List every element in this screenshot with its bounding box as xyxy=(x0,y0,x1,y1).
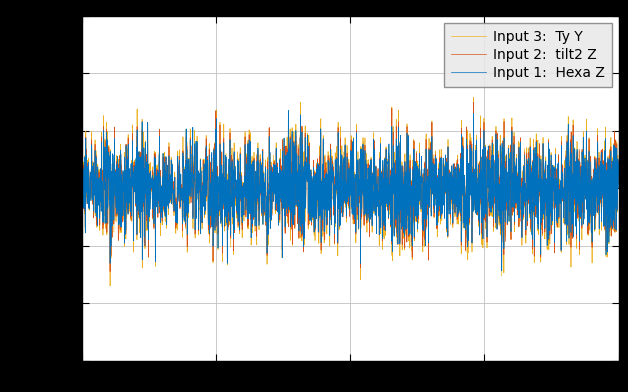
Line: Input 2:  tilt2 Z: Input 2: tilt2 Z xyxy=(82,102,619,272)
Input 1:  Hexa Z: (2.35e+03, -0.719): Hexa Z: (2.35e+03, -0.719) xyxy=(498,269,506,273)
Input 1:  Hexa Z: (2.62e+03, 0.0883): Hexa Z: (2.62e+03, 0.0883) xyxy=(546,176,554,180)
Input 2:  tilt2 Z: (521, 0.0952): tilt2 Z: (521, 0.0952) xyxy=(171,175,178,180)
Input 3:  Ty Y: (2.19e+03, 0.79): Ty Y: (2.19e+03, 0.79) xyxy=(470,95,477,100)
Input 2:  tilt2 Z: (2.62e+03, 0.162): tilt2 Z: (2.62e+03, 0.162) xyxy=(546,167,554,172)
Input 3:  Ty Y: (3e+03, 0.234): Ty Y: (3e+03, 0.234) xyxy=(615,159,622,163)
Input 3:  Ty Y: (2.62e+03, 0.144): Ty Y: (2.62e+03, 0.144) xyxy=(546,169,554,174)
Input 1:  Hexa Z: (0, 0.228): Hexa Z: (0, 0.228) xyxy=(78,160,85,164)
Input 2:  tilt2 Z: (159, -0.725): tilt2 Z: (159, -0.725) xyxy=(106,269,114,274)
Line: Input 1:  Hexa Z: Input 1: Hexa Z xyxy=(82,111,619,271)
Input 3:  Ty Y: (1.15e+03, -0.0162): Ty Y: (1.15e+03, -0.0162) xyxy=(284,188,291,192)
Input 2:  tilt2 Z: (2.19e+03, 0.746): tilt2 Z: (2.19e+03, 0.746) xyxy=(470,100,477,105)
Input 3:  Ty Y: (1.28e+03, -0.252): Ty Y: (1.28e+03, -0.252) xyxy=(307,215,315,220)
Input 1:  Hexa Z: (1.28e+03, -0.283): Hexa Z: (1.28e+03, -0.283) xyxy=(307,218,315,223)
Input 2:  tilt2 Z: (343, 0.169): tilt2 Z: (343, 0.169) xyxy=(139,167,147,171)
Input 1:  Hexa Z: (1.15e+03, -0.218): Hexa Z: (1.15e+03, -0.218) xyxy=(284,211,291,216)
Input 2:  tilt2 Z: (1.15e+03, -0.0483): tilt2 Z: (1.15e+03, -0.0483) xyxy=(284,191,291,196)
Legend: Input 3:  Ty Y, Input 2:  tilt2 Z, Input 1:  Hexa Z: Input 3: Ty Y, Input 2: tilt2 Z, Input 1… xyxy=(444,23,612,87)
Input 2:  tilt2 Z: (2.94e+03, -0.0423): tilt2 Z: (2.94e+03, -0.0423) xyxy=(604,191,612,195)
Input 3:  Ty Y: (2.94e+03, -0.115): Ty Y: (2.94e+03, -0.115) xyxy=(604,199,612,204)
Input 2:  tilt2 Z: (0, 0.182): tilt2 Z: (0, 0.182) xyxy=(78,165,85,170)
Input 1:  Hexa Z: (2.94e+03, -0.0985): Hexa Z: (2.94e+03, -0.0985) xyxy=(604,197,612,202)
Input 1:  Hexa Z: (520, 0.0955): Hexa Z: (520, 0.0955) xyxy=(171,175,178,180)
Input 3:  Ty Y: (159, -0.85): Ty Y: (159, -0.85) xyxy=(106,283,114,288)
Input 3:  Ty Y: (521, 0.0903): Ty Y: (521, 0.0903) xyxy=(171,176,178,180)
Input 3:  Ty Y: (343, 0.223): Ty Y: (343, 0.223) xyxy=(139,160,147,165)
Input 1:  Hexa Z: (3e+03, 0.227): Hexa Z: (3e+03, 0.227) xyxy=(615,160,622,164)
Line: Input 3:  Ty Y: Input 3: Ty Y xyxy=(82,97,619,286)
Input 2:  tilt2 Z: (3e+03, 0.237): tilt2 Z: (3e+03, 0.237) xyxy=(615,159,622,163)
Input 1:  Hexa Z: (1.16e+03, 0.676): Hexa Z: (1.16e+03, 0.676) xyxy=(284,108,292,113)
Input 1:  Hexa Z: (342, -0.0812): Hexa Z: (342, -0.0812) xyxy=(139,195,146,200)
Input 2:  tilt2 Z: (1.28e+03, -0.274): tilt2 Z: (1.28e+03, -0.274) xyxy=(307,217,315,222)
Input 3:  Ty Y: (0, 0.232): Ty Y: (0, 0.232) xyxy=(78,159,85,164)
